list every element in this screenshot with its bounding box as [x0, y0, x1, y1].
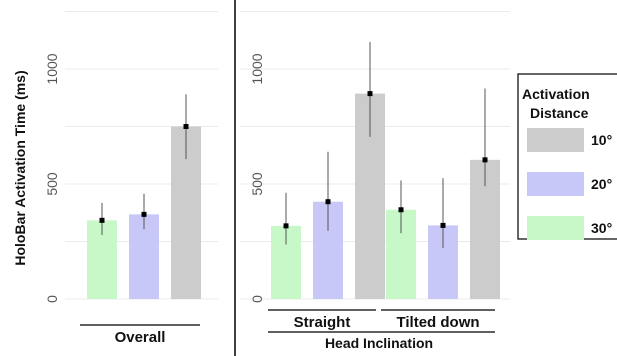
mean-marker: [482, 157, 488, 163]
mean-marker: [141, 211, 147, 217]
legend: Activation Distance 10° 20° 30°: [517, 73, 617, 240]
mean-marker: [367, 91, 373, 97]
legend-title-line-1: Activation: [522, 86, 590, 102]
x-axis-title-head-inclination: Head Inclination: [325, 335, 433, 351]
legend-swatch: [527, 128, 584, 152]
group-label: Overall: [115, 329, 166, 346]
mean-marker: [99, 217, 105, 223]
legend-swatch: [527, 216, 584, 240]
y-tick-label: 500: [249, 172, 265, 196]
panel-overall: 0 500 1000 Overall: [44, 11, 218, 346]
y-tick-label: 1000: [249, 53, 265, 84]
legend-label: 30°: [591, 220, 612, 236]
y-axis-title: HoloBar Activation Time (ms): [12, 70, 28, 265]
mean-marker: [398, 207, 404, 213]
legend-label: 10°: [591, 132, 612, 148]
group-labels-overall: Overall: [80, 324, 200, 346]
legend-box: [517, 73, 617, 240]
mean-marker: [183, 124, 189, 129]
y-tick-label: 0: [249, 295, 265, 303]
y-tick-label: 1000: [44, 53, 60, 84]
y-tick-label: 500: [44, 172, 60, 196]
legend-label: 20°: [591, 176, 612, 192]
y-tick-labels-head-inclination: 0 500 1000: [249, 53, 265, 303]
legend-entries: 10° 20° 30°: [527, 128, 612, 240]
group-labels-head-inclination: Straight Tilted down: [268, 309, 495, 333]
y-tick-labels-overall: 0 500 1000: [44, 53, 60, 303]
y-tick-label: 0: [44, 295, 60, 303]
bars-overall: [87, 94, 201, 299]
panel-head-inclination: 0 500 1000 Straight Tilted down Head Inclin…: [240, 11, 510, 351]
mean-marker: [283, 223, 289, 229]
mean-marker: [440, 222, 446, 228]
legend-title-line-2: Distance: [530, 105, 589, 121]
legend-swatch: [527, 172, 584, 196]
mean-marker: [325, 199, 331, 205]
group-label: Straight: [294, 314, 351, 331]
bars-head-inclination: [271, 41, 500, 299]
group-label: Tilted down: [396, 314, 479, 331]
